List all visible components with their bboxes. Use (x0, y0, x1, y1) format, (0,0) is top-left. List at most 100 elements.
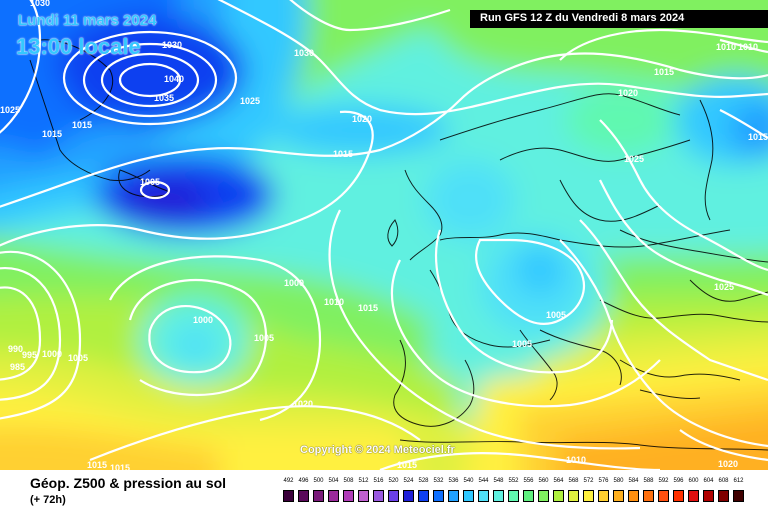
scale-swatch (523, 490, 534, 502)
pressure-label: 1030 (294, 48, 314, 58)
scale-swatch (703, 490, 714, 502)
scale-swatch (688, 490, 699, 502)
scale-swatch (493, 490, 504, 502)
pressure-isobars (0, 0, 768, 470)
pressure-label-group: 1030 1030 1030 1040 1035 1025 1025 1015 … (0, 0, 768, 470)
scale-label: 600 (688, 478, 699, 484)
coastlines (29, 39, 768, 451)
scale-label: 564 (553, 478, 564, 484)
scale-label: 580 (613, 478, 624, 484)
scale-label: 508 (343, 478, 354, 484)
pressure-label: 1005 (68, 353, 88, 363)
scale-label: 532 (433, 478, 444, 484)
pressure-label: 1020 (352, 114, 372, 124)
scale-swatch (733, 490, 744, 502)
scale-label: 588 (643, 478, 654, 484)
scale-label: 608 (718, 478, 729, 484)
run-banner (470, 10, 768, 28)
legend-footer (0, 470, 768, 512)
pressure-label: 1015 (333, 149, 353, 159)
scale-swatch (433, 490, 444, 502)
pressure-label: 1015 (397, 460, 417, 470)
scale-label: 576 (598, 478, 609, 484)
pressure-label: 1020 (293, 399, 313, 409)
pressure-label: 1015 (358, 303, 378, 313)
scale-label: 504 (328, 478, 339, 484)
weather-map: 1030 1030 1030 1040 1035 1025 1025 1015 … (0, 0, 768, 470)
scale-label: 548 (493, 478, 504, 484)
scale-swatch (628, 490, 639, 502)
pressure-label: 1010 (738, 42, 758, 52)
scale-label: 492 (283, 478, 294, 484)
scale-swatch (613, 490, 624, 502)
pressure-label: 1030 (30, 0, 50, 8)
pressure-label: 1025 (0, 105, 20, 115)
pressure-label: 1015 (42, 129, 62, 139)
scale-swatch (418, 490, 429, 502)
scale-label: 596 (673, 478, 684, 484)
forecast-time: 13:00 locale (16, 34, 141, 59)
pressure-label: 1040 (164, 74, 184, 84)
pressure-label: 1000 (193, 315, 213, 325)
scale-label: 568 (568, 478, 579, 484)
scale-label: 496 (298, 478, 309, 484)
scale-swatch (328, 490, 339, 502)
scale-label: 524 (403, 478, 414, 484)
pressure-label: 1015 (87, 460, 107, 470)
pressure-label: 1010 (716, 42, 736, 52)
scale-label: 520 (388, 478, 399, 484)
pressure-label: 990 (8, 344, 23, 354)
pressure-label: 1025 (714, 282, 734, 292)
scale-swatch (718, 490, 729, 502)
scale-swatch (538, 490, 549, 502)
scale-label: 512 (358, 478, 369, 484)
scale-swatch (463, 490, 474, 502)
scale-label: 572 (583, 478, 594, 484)
scale-swatch (673, 490, 684, 502)
scale-label: 612 (733, 478, 744, 484)
pressure-label: 1030 (162, 40, 182, 50)
scale-swatch (283, 490, 294, 502)
pressure-label: 1020 (718, 459, 738, 469)
scale-swatch (583, 490, 594, 502)
scale-swatch (298, 490, 309, 502)
pressure-label: 1015 (654, 67, 674, 77)
scale-swatch (373, 490, 384, 502)
copyright-notice: Copyright © 2024 Meteociel.fr (300, 444, 455, 456)
scale-label: 536 (448, 478, 459, 484)
scale-label: 500 (313, 478, 324, 484)
scale-swatch (658, 490, 669, 502)
forecast-date: Lundi 11 mars 2024 (18, 12, 157, 29)
scale-label: 528 (418, 478, 429, 484)
scale-swatch (313, 490, 324, 502)
pressure-label: 1000 (284, 278, 304, 288)
pressure-label: 985 (10, 362, 25, 372)
run-info: Run GFS 12 Z du Vendredi 8 mars 2024 (480, 12, 685, 24)
legend-title: Géop. Z500 & pression au sol (30, 475, 227, 491)
scale-swatch (358, 490, 369, 502)
scale-swatch (568, 490, 579, 502)
pressure-label: 995 (22, 350, 37, 360)
scale-swatch (553, 490, 564, 502)
geopotential-field (0, 0, 768, 470)
pressure-label: 1015 (110, 463, 130, 470)
scale-swatch (388, 490, 399, 502)
pressure-label: 1010 (566, 455, 586, 465)
pressure-label: 1005 (512, 339, 532, 349)
scale-label: 552 (508, 478, 519, 484)
scale-label: 560 (538, 478, 549, 484)
scale-swatch (403, 490, 414, 502)
pressure-label: 1025 (240, 96, 260, 106)
color-scale: 492 496 500 504 508 512 516 520 524 528 532 536 540 5… (283, 478, 751, 508)
scale-label: 516 (373, 478, 384, 484)
legend-subtitle: (+ 72h) (30, 494, 66, 506)
pressure-label: 1005 (140, 177, 160, 187)
scale-label: 544 (478, 478, 489, 484)
scale-label: 540 (463, 478, 474, 484)
scale-swatch (643, 490, 654, 502)
pressure-label: 1025 (624, 154, 644, 164)
pressure-label: 1035 (154, 93, 174, 103)
pressure-label: 1000 (42, 349, 62, 359)
pressure-label: 1015 (748, 132, 768, 142)
